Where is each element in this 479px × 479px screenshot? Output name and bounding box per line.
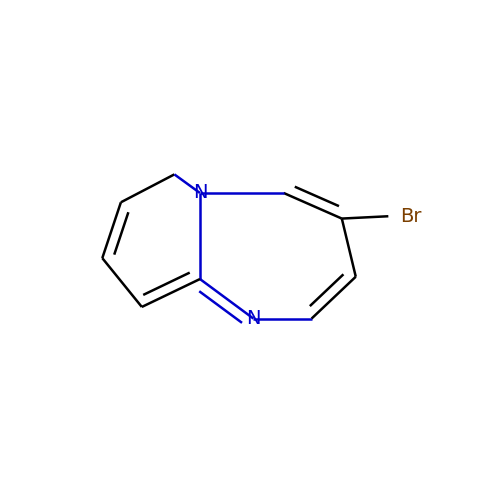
Text: N: N	[246, 309, 261, 328]
Text: Br: Br	[400, 207, 422, 226]
Text: N: N	[193, 183, 207, 203]
